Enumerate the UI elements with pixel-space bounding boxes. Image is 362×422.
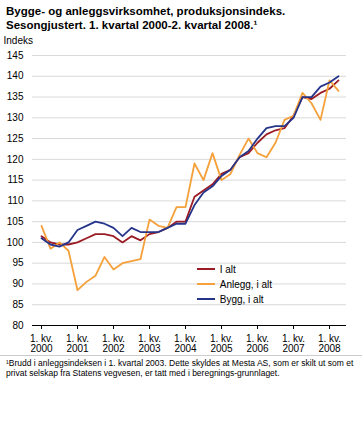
svg-text:120: 120 [7, 153, 24, 164]
svg-text:105: 105 [7, 216, 24, 227]
html-text:Bygg, i alt: Bygg, i alt [219, 293, 264, 305]
svg-text:1. kv.2005: 1. kv.2005 [210, 332, 233, 353]
svg-text:145: 145 [7, 49, 24, 60]
html-text:Anlegg, i alt: Anlegg, i alt [219, 278, 272, 290]
svg-text:90: 90 [12, 278, 24, 289]
svg-text:1. kv.2006: 1. kv.2006 [246, 332, 269, 353]
svg-text:Indeks: Indeks [4, 34, 33, 45]
html-text:¹Brudd i anleggsindeksen i 1.: ¹Brudd i anleggsindeksen i 1. kvartal 20… [6, 357, 354, 378]
svg-text:100: 100 [7, 236, 24, 247]
svg-text:95: 95 [12, 257, 24, 268]
svg-text:1. kv.2000: 1. kv.2000 [30, 332, 53, 353]
svg-text:1. kv.2001: 1. kv.2001 [66, 332, 89, 353]
svg-text:1. kv.2008: 1. kv.2008 [318, 332, 341, 353]
svg-text:80: 80 [12, 319, 24, 330]
svg-text:1. kv.2007: 1. kv.2007 [282, 332, 305, 353]
svg-text:140: 140 [7, 70, 24, 81]
svg-text:115: 115 [8, 174, 24, 185]
svg-text:1. kv.2003: 1. kv.2003 [138, 332, 161, 353]
html-text:I alt: I alt [219, 263, 236, 275]
svg-text:135: 135 [7, 91, 24, 102]
svg-text:1. kv.2002: 1. kv.2002 [102, 332, 125, 353]
svg-text:85: 85 [12, 299, 24, 310]
svg-text:110: 110 [8, 195, 24, 206]
svg-text:130: 130 [7, 112, 24, 123]
svg-text:125: 125 [7, 133, 24, 144]
html-text:Bygge- og anleggsvirksomhet, p: Bygge- og anleggsvirksomhet, produksjons… [6, 5, 286, 32]
svg-text:1. kv.2004: 1. kv.2004 [174, 332, 197, 353]
